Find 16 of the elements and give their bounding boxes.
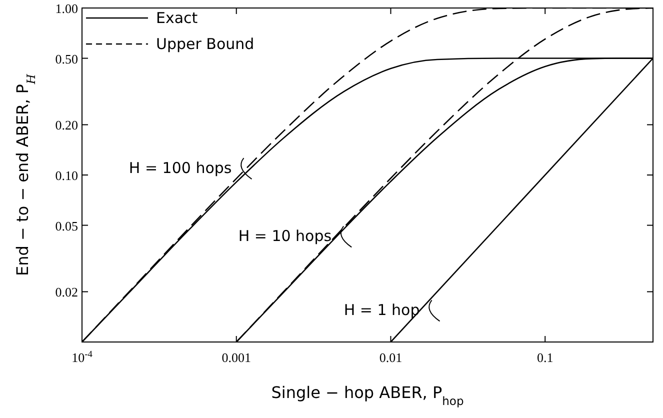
- y-tick-label: 0.50: [55, 51, 78, 66]
- x-tick-label: 0.01: [379, 350, 402, 365]
- annotation: H = 100 hops: [128, 159, 232, 178]
- annotation: H = 1 hop: [344, 301, 420, 320]
- x-tick-label: 10$^{-4}$: [72, 350, 93, 365]
- y-tick-label: 0.02: [55, 284, 78, 300]
- legend-label: Upper Bound: [156, 35, 254, 53]
- annotation: H = 10 hops: [238, 227, 332, 246]
- y-tick-label: 0.05: [55, 218, 78, 234]
- y-tick-label: 1.00: [55, 1, 78, 16]
- x-tick-label: 0.001: [222, 350, 251, 365]
- y-tick-label: 0.10: [55, 168, 78, 183]
- legend-label: Exact: [156, 9, 198, 27]
- y-tick-label: 0.20: [55, 118, 78, 133]
- x-axis-title: Single − hop ABER, P$_{hop}$: [271, 383, 464, 408]
- x-tick-label: 0.1: [536, 350, 554, 365]
